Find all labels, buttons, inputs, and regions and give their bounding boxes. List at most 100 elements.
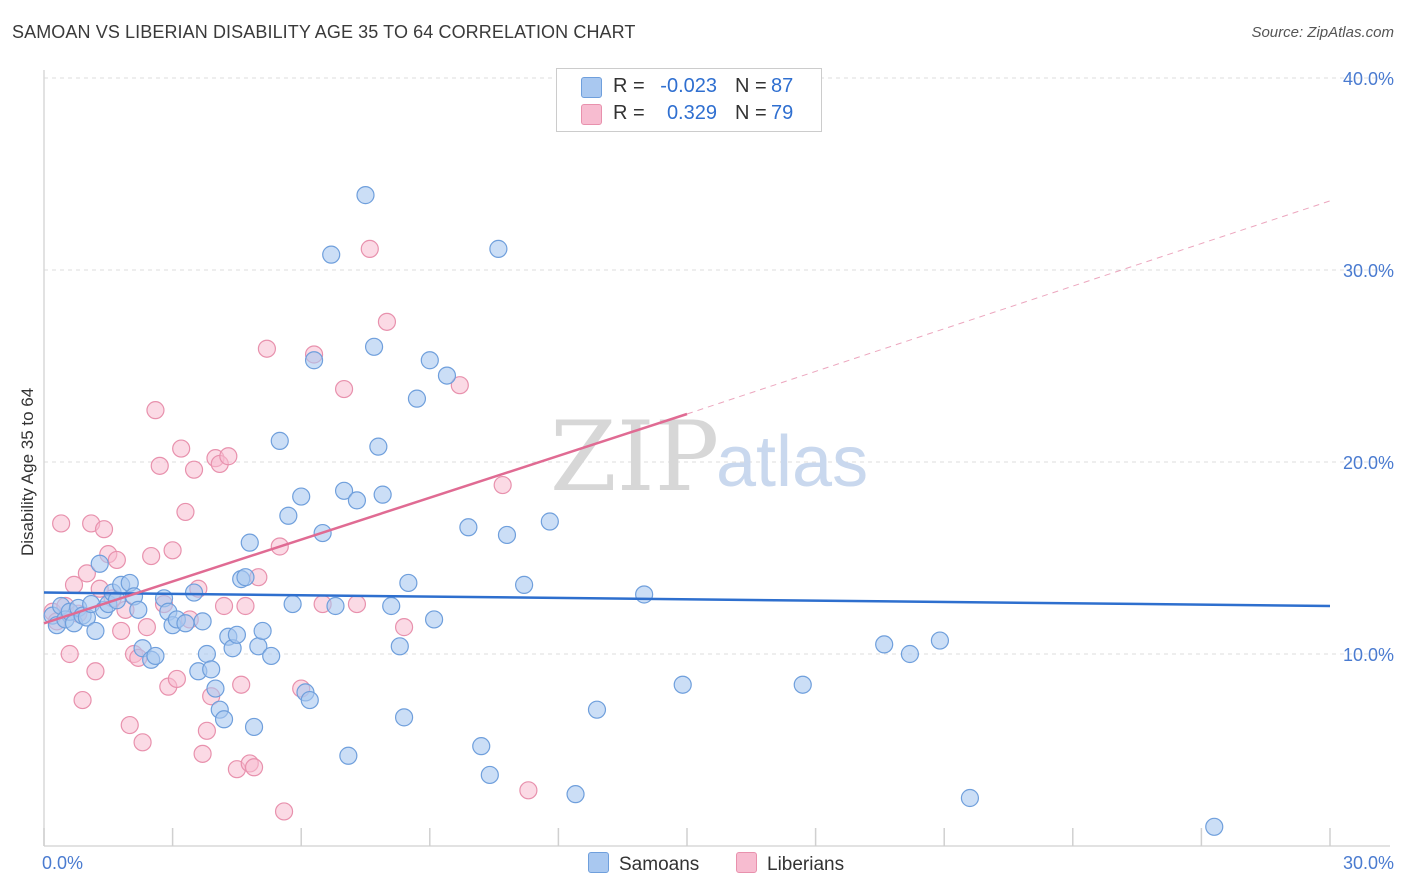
- liberian-point: [519, 781, 538, 800]
- gridlines: [44, 77, 1390, 655]
- samoan-point: [930, 631, 950, 650]
- bottom-legend-liberians-label: Liberians: [767, 854, 845, 875]
- liberian-point: [377, 312, 397, 331]
- samoan-point: [339, 746, 358, 765]
- samoan-point: [587, 700, 607, 719]
- samoan-point: [326, 596, 345, 616]
- bottom-legend-samoans-label: Samoans: [619, 854, 700, 875]
- samoan-point: [253, 621, 272, 641]
- samoan-point: [390, 637, 409, 656]
- samoan-point: [304, 351, 324, 370]
- liberian-point: [244, 758, 264, 777]
- samoan-point: [1205, 817, 1224, 836]
- samoan-point: [373, 485, 392, 504]
- samoans-swatch: [588, 852, 609, 873]
- samoan-point: [480, 765, 499, 785]
- samoan-point: [193, 612, 212, 631]
- samoan-point: [356, 186, 375, 205]
- samoan-point: [184, 583, 204, 602]
- source-credit: Source: ZipAtlas.com: [1251, 24, 1394, 41]
- liberian-point: [112, 621, 131, 641]
- samoan-point: [673, 675, 692, 694]
- samoan-point: [566, 785, 585, 804]
- samoan-point: [300, 690, 319, 710]
- legend-r-value: 0.329: [666, 102, 717, 124]
- samoan-point: [515, 575, 534, 594]
- samoan-point: [146, 646, 165, 666]
- liberians-trend-extension: [686, 200, 1331, 415]
- samoan-point: [382, 596, 401, 616]
- samoan-point: [437, 366, 457, 385]
- liberian-point: [176, 502, 195, 522]
- legend-r-label: R =: [613, 75, 645, 97]
- liberian-point: [60, 644, 79, 664]
- samoan-point: [270, 431, 289, 450]
- samoan-point: [347, 491, 367, 510]
- samoan-point: [283, 594, 302, 614]
- liberian-point: [214, 596, 234, 616]
- x-tick-label-min: 0.0%: [42, 853, 83, 873]
- legend-n-value: 87: [771, 75, 794, 97]
- y-axis-label: Disability Age 35 to 64: [18, 388, 37, 556]
- liberian-point: [163, 541, 182, 560]
- samoan-point: [206, 679, 225, 698]
- samoan-point: [227, 625, 246, 644]
- watermark: ZIP atlas: [550, 401, 868, 513]
- legend-r-label: R =: [613, 102, 645, 124]
- x-tick-marks: [43, 828, 1331, 846]
- liberians-swatch: [581, 104, 602, 125]
- samoan-point: [459, 518, 478, 537]
- liberian-point: [334, 379, 354, 399]
- liberian-point: [146, 401, 165, 420]
- liberian-point: [232, 675, 251, 694]
- liberian-point: [94, 520, 114, 539]
- samoan-point: [202, 660, 221, 679]
- samoan-point: [472, 737, 491, 756]
- liberian-point: [274, 802, 294, 821]
- samoan-point: [369, 437, 388, 456]
- samoan-point: [236, 568, 255, 587]
- samoan-point: [86, 621, 105, 641]
- samoan-point: [900, 644, 920, 664]
- samoan-point: [497, 525, 517, 545]
- trend-lines: [43, 200, 1331, 625]
- liberian-point: [193, 744, 212, 763]
- samoan-point: [424, 610, 444, 629]
- liberian-point: [77, 564, 96, 583]
- samoan-point: [240, 533, 259, 552]
- legend-n-label: N =: [735, 75, 767, 97]
- y-tick-label: 10.0%: [1343, 645, 1394, 665]
- y-tick-label: 20.0%: [1343, 453, 1394, 473]
- samoan-point: [394, 708, 414, 727]
- samoan-point: [334, 481, 354, 500]
- samoan-point: [875, 635, 894, 654]
- liberian-point: [172, 439, 191, 458]
- liberian-point: [133, 733, 152, 752]
- samoan-point: [407, 389, 427, 408]
- axes: [43, 70, 1390, 847]
- samoan-point: [960, 788, 980, 808]
- correlation-legend: R = -0.023 N = 87 R = 0.329 N = 79: [556, 68, 822, 132]
- legend-r-value: -0.023: [660, 75, 717, 97]
- samoan-point: [322, 245, 341, 264]
- samoan-point: [540, 512, 559, 531]
- bottom-legend-liberians: Liberians: [736, 852, 844, 876]
- y-tick-label: 30.0%: [1343, 261, 1394, 281]
- liberian-point: [137, 618, 156, 637]
- liberian-point: [450, 376, 469, 395]
- samoan-point: [90, 554, 109, 573]
- samoan-point: [420, 351, 439, 370]
- legend-n-value: 79: [771, 102, 794, 124]
- samoan-point: [364, 337, 384, 356]
- samoan-point: [635, 585, 654, 604]
- y-tick-labels: 10.0% 20.0% 30.0% 40.0%: [1343, 69, 1394, 665]
- legend-n-label: N =: [735, 102, 767, 124]
- liberians-swatch: [736, 852, 757, 873]
- samoan-point: [214, 710, 234, 729]
- liberian-point: [236, 596, 255, 616]
- y-tick-label: 40.0%: [1343, 69, 1394, 89]
- samoan-point: [793, 675, 812, 694]
- liberian-point: [219, 447, 238, 466]
- samoan-point: [292, 487, 311, 506]
